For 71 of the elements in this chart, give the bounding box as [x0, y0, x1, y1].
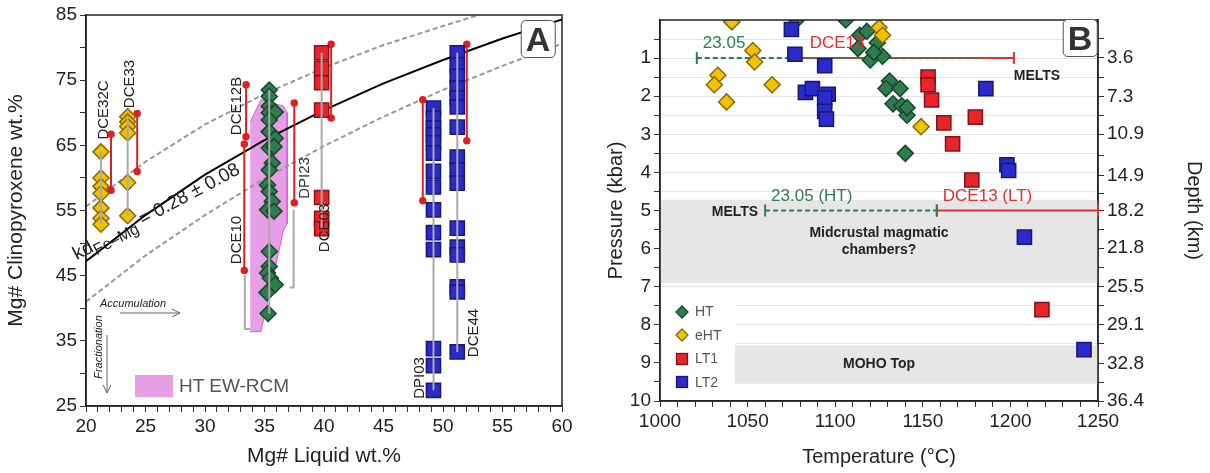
y-tick-label: 45: [55, 263, 77, 285]
y-tick-label: 9: [640, 351, 651, 373]
x-tick-label: 1000: [638, 409, 682, 431]
annotation: MELTS: [711, 203, 759, 219]
y-tick-label: 25: [55, 394, 77, 416]
annotation: DCE10: [226, 215, 244, 265]
y2-tick-label: 10.9: [1107, 122, 1144, 144]
x-tick-label: 1250: [1076, 409, 1120, 431]
x-tick-label: 55: [491, 414, 514, 436]
series-label: DCE13 (LT): [942, 185, 1033, 205]
annotation: DCE32C: [93, 79, 110, 140]
y2-tick-label: 29.1: [1107, 312, 1144, 334]
y-tick-label: 4: [640, 160, 652, 182]
legend-label: HT: [695, 302, 714, 321]
annotation: B: [1062, 19, 1098, 57]
annotation: MELTS: [1013, 67, 1061, 83]
annotation: DCE44: [463, 309, 481, 358]
x-tick-label: 25: [134, 414, 157, 436]
y2-tick-label: 14.9: [1107, 164, 1144, 186]
annotation: DCE12B: [226, 77, 244, 136]
annotation: Fractionation: [91, 315, 104, 379]
x-axis-title: Temperature (°C): [802, 444, 956, 467]
y2-tick-label: 36.4: [1107, 389, 1145, 411]
annotation: DCE33: [119, 59, 137, 108]
legend-label: LT1: [695, 349, 719, 368]
band-label: Midcrustal magmatic chambers?: [809, 223, 949, 257]
x-tick-label: 1150: [902, 409, 944, 431]
legend-label: LT2: [695, 372, 719, 392]
y2-tick-label: 3.6: [1107, 45, 1134, 67]
y2-tick-label: 7.3: [1107, 84, 1134, 106]
x-tick-label: 1200: [989, 409, 1032, 431]
annotation: DPI23: [295, 157, 313, 199]
y2-tick-label: 25.5: [1107, 275, 1144, 297]
x-tick-label: 60: [551, 414, 573, 436]
y-tick-label: 35: [55, 329, 77, 351]
x-tick-label: 1050: [726, 409, 769, 431]
y-tick-label: 2: [640, 84, 651, 106]
y-tick-label: 6: [640, 236, 651, 258]
x-tick-label: 50: [432, 414, 454, 436]
y-axis-title: Mg# Clinopyroxene wt.%: [3, 94, 27, 327]
legend-label: eHT: [695, 325, 722, 345]
y-axis-title: Pressure (kbar): [603, 141, 626, 280]
series-label: 23.05 (HT): [771, 185, 853, 205]
annotation: A: [520, 20, 556, 58]
legend-label: HT EW-RCM: [179, 374, 290, 398]
annotation: Accumulation: [99, 296, 167, 309]
annotation: DPI03: [409, 357, 427, 400]
y-tick-label: 75: [55, 68, 77, 90]
y2-axis-title: Depth (km): [1184, 161, 1207, 260]
x-tick-label: 1100: [814, 409, 856, 431]
series-label: 23.05: [702, 33, 746, 53]
y2-tick-label: 32.8: [1107, 351, 1144, 373]
y-tick-label: 85: [55, 3, 77, 25]
x-tick-label: 20: [75, 414, 97, 436]
x-tick-label: 40: [313, 414, 335, 436]
y-tick-label: 65: [55, 133, 77, 155]
y-tick-label: 3: [640, 122, 651, 144]
y-tick-label: 5: [640, 198, 651, 220]
y-tick-label: 10: [629, 389, 651, 411]
y2-tick-label: 21.8: [1107, 236, 1144, 258]
y-tick-label: 7: [640, 274, 651, 296]
x-tick-label: 35: [253, 414, 276, 436]
x-axis-title: Mg# Liquid wt.%: [246, 443, 402, 467]
x-tick-label: 45: [372, 414, 395, 436]
annotation: DCE03: [314, 204, 332, 253]
x-tick-label: 30: [194, 414, 216, 436]
y-tick-label: 8: [640, 313, 651, 335]
y-tick-label: 55: [55, 198, 77, 220]
y2-tick-label: 18.2: [1107, 198, 1144, 220]
y-tick-label: 1: [640, 46, 651, 68]
band-label: MOHO Top: [842, 355, 916, 372]
